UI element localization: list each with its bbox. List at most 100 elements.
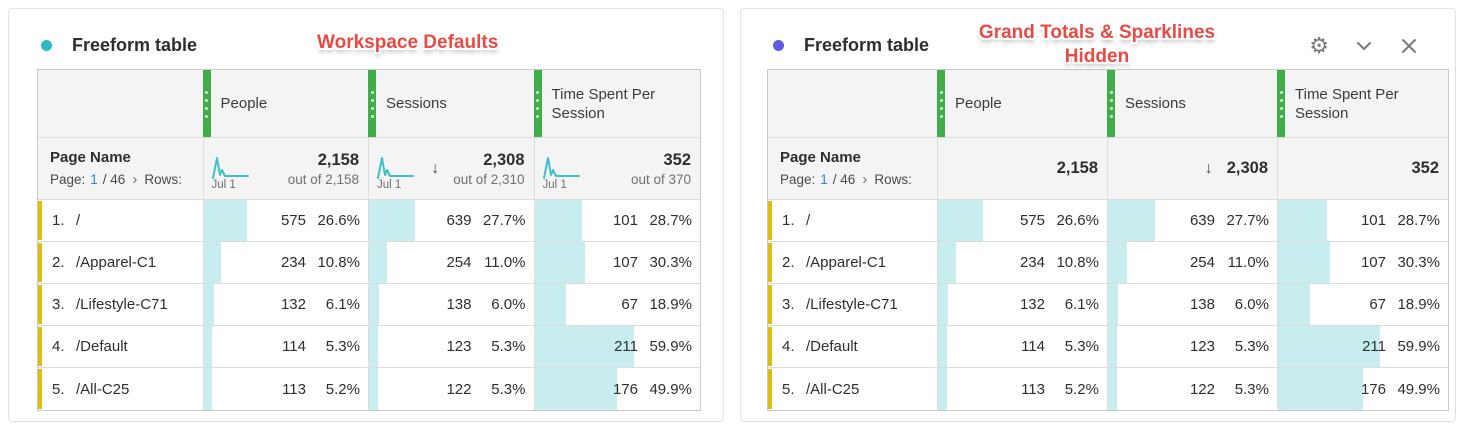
total-value: 352 [1411,159,1439,177]
column-drag-handle[interactable] [368,70,376,137]
dimension-header-spacer [38,70,204,137]
dimension-value[interactable]: /Default [806,338,858,355]
panel-workspace-defaults: Freeform table Workspace Defaults People… [8,8,724,422]
page-label: Page: [50,172,86,187]
metric-value: 113 [282,380,306,398]
percent-bar [369,326,378,367]
metric-value: 138 [446,296,472,313]
metric-cell: 67 18.9% [534,284,701,325]
column-drag-handle[interactable] [202,70,211,137]
dimension-cell: 2. /Apparel-C1 [38,242,204,283]
metric-value: 138 [1189,296,1215,313]
percent-bar [1278,368,1363,410]
row-rank: 4. [52,338,65,355]
metric-percent: 5.2% [325,380,360,398]
dimension-value[interactable]: /Lifestyle-C71 [76,296,168,313]
percent-bar [938,368,947,410]
grand-total-people: Jul 1 2,158 out of 2,158 [204,138,369,199]
metric-percent: 30.3% [1397,254,1440,271]
current-page-link[interactable]: 1 [820,172,828,187]
sort-descending-icon[interactable]: ↓ [1204,159,1213,177]
table-row: 1. / 575 26.6% 639 27.7% 101 28.7% [38,200,700,242]
table-row: 2. /Apparel-C1 234 10.8% 254 11.0% 107 30.3% [38,242,700,284]
table-row: 4. /Default 114 5.3% 123 5.3% 211 59.9% [38,326,700,368]
column-header-sessions[interactable]: Sessions [368,70,535,137]
row-rank: 4. [782,338,795,355]
dimension-value[interactable]: /All-C25 [76,380,130,398]
column-label: Time Spent Per Session [1295,85,1399,122]
metric-cell: 234 10.8% [938,242,1108,283]
sparkline: Jul 1 [377,147,415,191]
total-out-of: out of 2,158 [287,171,359,187]
metric-cell: 176 49.9% [1278,368,1448,410]
row-rank: 1. [52,212,65,229]
sparkline-icon [542,156,580,179]
metric-cell: 211 59.9% [1278,326,1448,367]
total-pages: / 46 [832,172,856,187]
grand-total-time-spent: 352 [1278,138,1448,199]
column-drag-handle[interactable] [937,70,945,137]
column-label: People [955,95,1002,112]
metric-cell: 122 5.3% [369,368,535,410]
metric-value: 176 [1360,380,1386,398]
close-icon[interactable] [1399,36,1419,56]
row-rank: 2. [52,254,65,271]
dimension-value[interactable]: /All-C25 [806,380,860,398]
percent-bar [203,368,213,410]
table-row: 5. /All-C25 113 5.2% 122 5.3% 176 49.9% [768,368,1448,410]
column-header-time-spent[interactable]: Time Spent Per Session [1277,70,1448,137]
column-header-people[interactable]: People [202,70,369,137]
sparkline: Jul 1 [542,147,581,191]
percent-bar [369,284,379,325]
next-page-chevron[interactable]: › [862,171,868,188]
panel-actions: ⚙ [1309,35,1419,57]
annotation-grand-totals-hidden: Grand Totals & Sparklines Hidden [963,21,1231,69]
dimension-cell: 5. /All-C25 [768,368,938,410]
metric-percent: 6.0% [491,296,526,313]
column-drag-handle[interactable] [1107,70,1115,137]
row-rank: 5. [52,380,65,398]
metric-percent: 28.7% [1397,212,1440,229]
current-page-link[interactable]: 1 [90,172,98,187]
metric-value: 107 [1360,254,1386,271]
metric-value: 575 [280,212,306,229]
next-page-chevron[interactable]: › [132,171,138,188]
percent-bar [203,242,222,283]
metric-percent: 11.0% [1227,254,1269,271]
dimension-value[interactable]: /Lifestyle-C71 [806,296,898,313]
percent-bar [1278,200,1327,241]
dimension-value[interactable]: /Default [76,338,128,355]
dimension-name: Page Name [780,149,861,166]
dimension-cell: 1. / [38,200,204,241]
metric-cell: 107 30.3% [1278,242,1448,283]
metric-percent: 27.7% [482,212,526,229]
metric-value: 101 [1360,212,1386,229]
column-header-time-spent[interactable]: Time Spent Per Session [533,70,701,137]
column-header-people[interactable]: People [937,70,1108,137]
metric-cell: 122 5.3% [1108,368,1278,410]
dimension-value[interactable]: / [806,212,811,229]
gear-icon[interactable]: ⚙ [1309,33,1329,58]
metric-percent: 27.7% [1226,212,1269,229]
column-drag-handle[interactable] [1277,70,1285,137]
metric-cell: 639 27.7% [1108,200,1278,241]
metric-value: 132 [280,296,306,313]
panel-color-dot [41,40,52,51]
chevron-down-icon[interactable] [1354,36,1374,56]
column-header-sessions[interactable]: Sessions [1107,70,1278,137]
dimension-value[interactable]: /Apparel-C1 [76,254,157,271]
sparkline-icon [377,156,414,179]
dimension-value[interactable]: /Apparel-C1 [806,254,887,271]
metric-percent: 30.3% [649,254,692,271]
column-drag-handle[interactable] [533,70,542,137]
sort-descending-icon[interactable]: ↓ [431,159,440,177]
rows-label: Rows: [874,172,912,187]
grand-total-values: 352 out of 370 [631,151,691,187]
grand-total-values: 2,308 out of 2,310 [453,151,524,187]
metric-percent: 11.0% [484,254,526,271]
page-label: Page: [780,172,816,187]
dimension-value[interactable]: / [76,212,81,229]
dimension-cell: 2. /Apparel-C1 [768,242,938,283]
percent-bar [1108,200,1155,241]
grand-total-sessions: ↓ 2,308 [1108,138,1278,199]
